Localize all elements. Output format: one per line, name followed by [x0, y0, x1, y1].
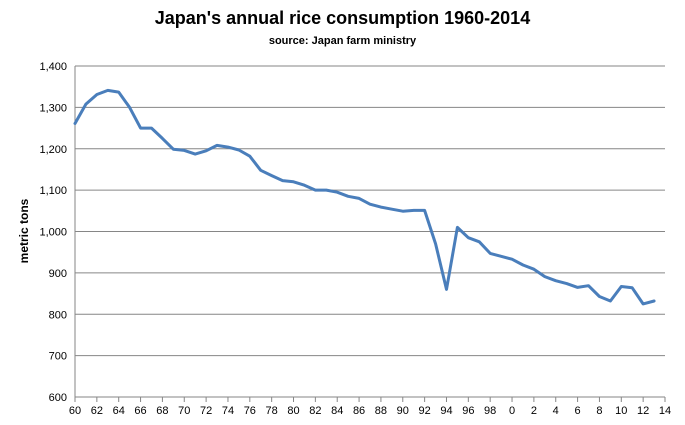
x-tick-label: 80 — [287, 405, 299, 417]
chart-subtitle: source: Japan farm ministry — [268, 35, 417, 47]
x-tick-label: 86 — [353, 405, 365, 417]
x-tick-label: 76 — [244, 405, 256, 417]
x-tick-label: 2 — [531, 405, 537, 417]
series-line — [73, 88, 656, 306]
y-tick-label: 800 — [49, 309, 67, 321]
x-tick-label: 74 — [222, 405, 234, 417]
x-tick-label: 88 — [375, 405, 387, 417]
x-tick-label: 90 — [397, 405, 409, 417]
y-tick-label: 1,000 — [39, 227, 67, 239]
x-tick-label: 70 — [178, 405, 190, 417]
x-tick-label: 62 — [91, 405, 103, 417]
x-tick-label: 8 — [596, 405, 602, 417]
x-tick-label: 84 — [331, 405, 343, 417]
x-tick-label: 78 — [266, 405, 278, 417]
x-tick-label: 14 — [659, 405, 671, 417]
gridlines — [75, 65, 665, 357]
chart-title: Japan's annual rice consumption 1960-201… — [154, 8, 531, 28]
y-tick-label: 1,200 — [39, 144, 67, 156]
y-tick-label: 1,100 — [39, 185, 67, 197]
x-tick-label: 98 — [484, 405, 496, 417]
x-tick-label: 4 — [553, 405, 559, 417]
x-tick-label: 6 — [575, 405, 581, 417]
x-tick-label: 96 — [462, 405, 474, 417]
y-tick-label: 700 — [49, 351, 67, 363]
y-tick-label: 1,400 — [39, 61, 67, 73]
y-tick-labels: 600 700 800 900 1,000 1,100 1,200 1,300 1,400 — [39, 61, 67, 404]
x-tick-label: 72 — [200, 405, 212, 417]
x-tick-label: 92 — [419, 405, 431, 417]
y-tick-label: 600 — [49, 392, 67, 404]
x-tick-label: 66 — [134, 405, 146, 417]
x-tick-label: 94 — [440, 405, 452, 417]
x-tick-label: 0 — [509, 405, 515, 417]
x-tick-label: 12 — [637, 405, 649, 417]
x-tick-label: 10 — [615, 405, 627, 417]
x-tick-label: 64 — [113, 405, 125, 417]
y-tick-label: 900 — [49, 268, 67, 280]
series — [73, 88, 656, 306]
x-tick-labels: 60 62 64 66 68 70 72 74 76 78 80 82 84 86 88 90 92 94 96 98… — [69, 405, 671, 417]
y-axis-label: metric tons — [17, 198, 31, 263]
x-tick-label: 60 — [69, 405, 81, 417]
axes — [74, 66, 666, 402]
y-tick-label: 1,300 — [39, 102, 67, 114]
x-tick-label: 82 — [309, 405, 321, 417]
x-tick-label: 68 — [156, 405, 168, 417]
